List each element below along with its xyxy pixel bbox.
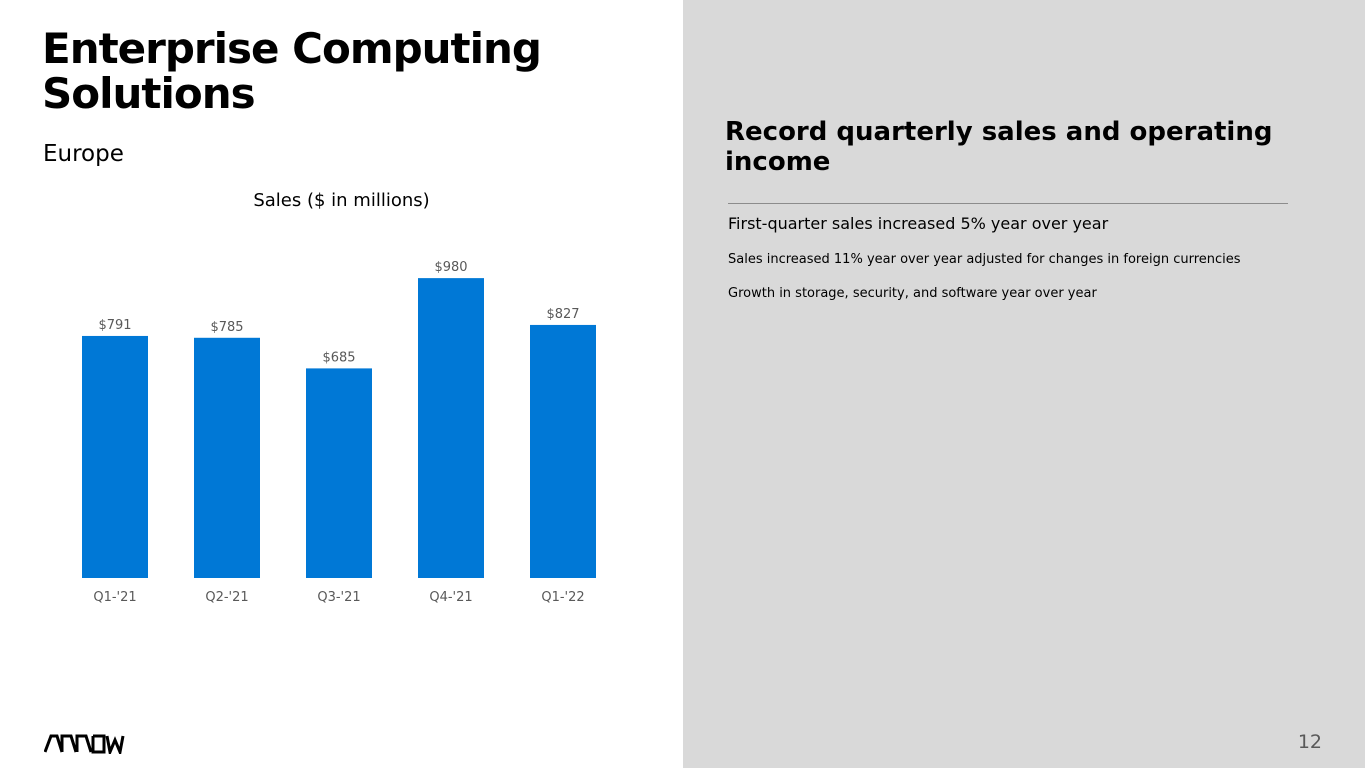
sales-chart: Sales ($ in millions) $791 Q1-'21 $785 Q2-'… (0, 180, 683, 620)
page-number: 12 (1297, 731, 1322, 753)
highlights-headline: Record quarterly sales and operating inc… (725, 117, 1273, 177)
data-label-3: $980 (434, 260, 467, 275)
sub-point-2: Growth in storage, security, and softwar… (728, 286, 1097, 301)
region-subtitle: Europe (43, 141, 124, 167)
bar-3 (418, 278, 484, 578)
bar-1 (194, 337, 260, 578)
right-panel: Record quarterly sales and operating inc… (683, 0, 1365, 768)
x-tick-label-1: Q2-'21 (205, 590, 248, 605)
chart-title: Sales ($ in millions) (253, 190, 430, 211)
chart-svg: $791 Q1-'21 $785 Q2-'21 $685 Q3-'21 $980 Q4-'21… (82, 260, 596, 605)
data-label-0: $791 (98, 318, 131, 333)
arrow-logo (44, 734, 125, 754)
bar-0 (82, 335, 148, 578)
x-tick-label-2: Q3-'21 (317, 590, 360, 605)
data-label-1: $785 (210, 320, 243, 335)
main-point: First-quarter sales increased 5% year ov… (728, 214, 1109, 233)
sub-point-1: Sales increased 11% year over year adjus… (728, 252, 1241, 267)
divider (728, 203, 1288, 204)
left-panel: Enterprise Computing Solutions Europe Sa… (0, 24, 683, 754)
page-title: Enterprise Computing Solutions (42, 24, 542, 118)
bar-2 (306, 368, 372, 578)
x-tick-label-0: Q1-'21 (93, 590, 136, 605)
data-label-2: $685 (322, 350, 355, 365)
x-tick-label-4: Q1-'22 (541, 590, 584, 605)
data-label-4: $827 (546, 307, 579, 322)
bar-4 (530, 324, 596, 578)
x-tick-label-3: Q4-'21 (429, 590, 472, 605)
